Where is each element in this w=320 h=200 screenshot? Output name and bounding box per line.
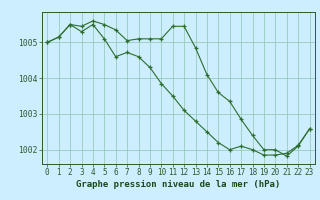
X-axis label: Graphe pression niveau de la mer (hPa): Graphe pression niveau de la mer (hPa) [76, 180, 281, 189]
